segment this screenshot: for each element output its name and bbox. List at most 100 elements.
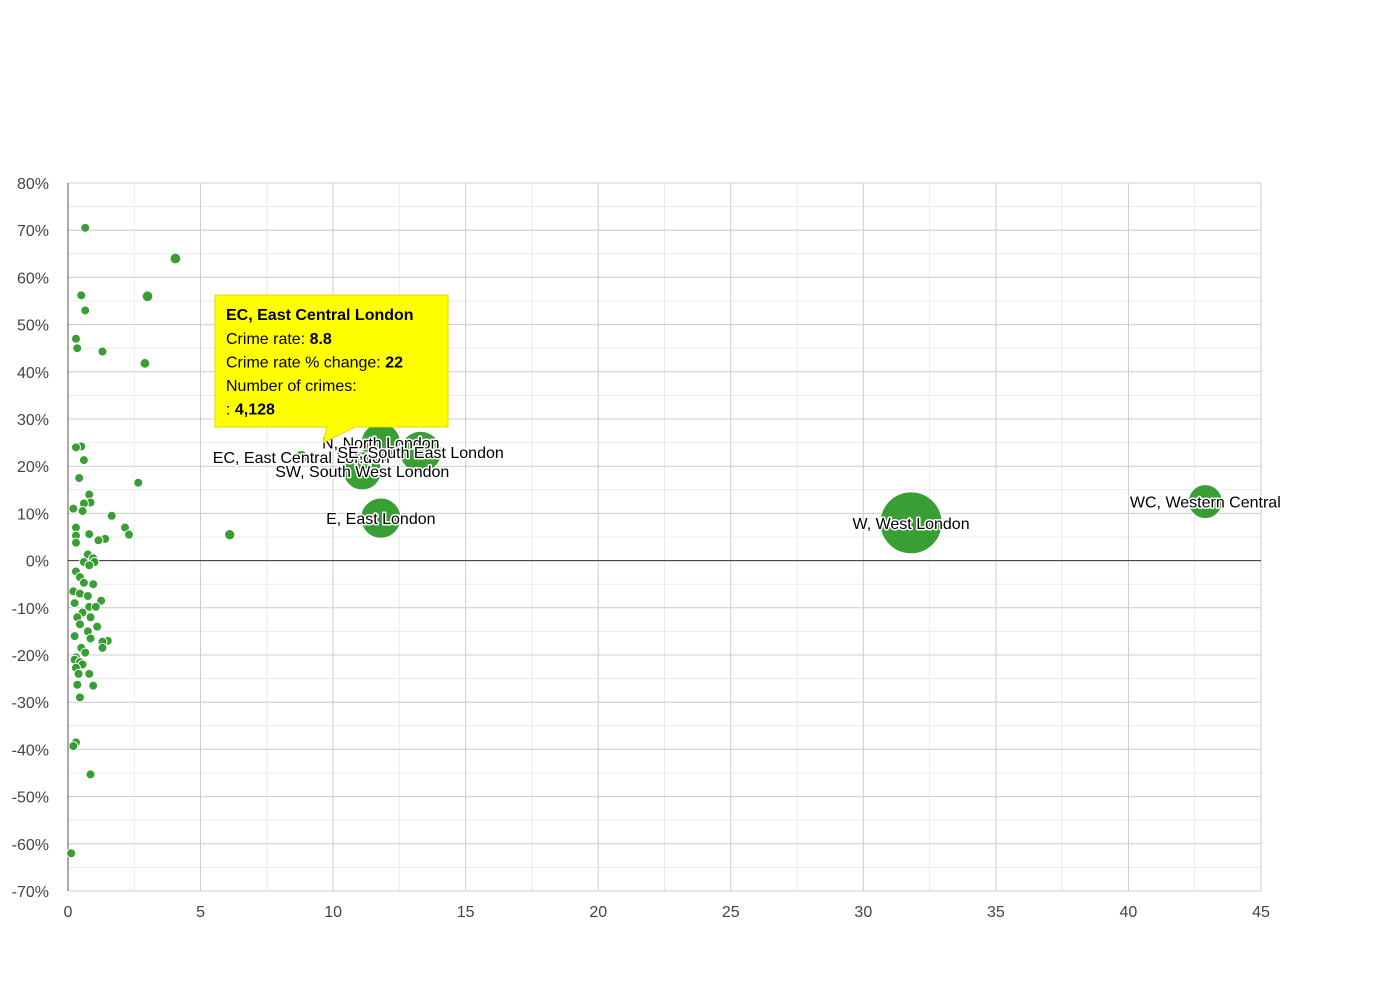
x-tick-label: 35 <box>987 904 1005 921</box>
tooltip-row-value: 4,128 <box>235 402 275 419</box>
bubble[interactable] <box>224 528 236 541</box>
bubble[interactable] <box>69 598 80 609</box>
tooltip-row: : 4,128 <box>226 402 275 419</box>
bubble[interactable] <box>84 668 95 679</box>
bubble[interactable] <box>66 848 77 859</box>
bubble-label: SW, South West London <box>275 464 449 481</box>
tooltip-row-value: 8.8 <box>310 331 332 348</box>
x-tick-label: 40 <box>1120 904 1138 921</box>
bubble[interactable] <box>80 222 91 233</box>
bubble[interactable] <box>169 252 182 265</box>
bubble[interactable] <box>80 647 91 658</box>
x-tick-label: 15 <box>457 904 475 921</box>
y-tick-label: -50% <box>12 790 49 807</box>
x-tick-label: 10 <box>324 904 342 921</box>
tooltip-row: Number of crimes: <box>226 378 357 395</box>
x-tick-label: 5 <box>196 904 205 921</box>
x-tick-label: 20 <box>589 904 607 921</box>
bubble[interactable] <box>85 633 96 644</box>
bubble-label: WC, Western Central <box>1130 495 1281 512</box>
bubble[interactable] <box>74 619 85 630</box>
tooltip-row-label: : <box>226 402 235 419</box>
bubble[interactable] <box>74 473 85 483</box>
bubble[interactable] <box>139 357 151 369</box>
bubble[interactable] <box>73 668 84 679</box>
bubble-label: N, North London <box>322 436 439 453</box>
tooltip-row: Crime rate: 8.8 <box>226 331 332 348</box>
bubble[interactable] <box>85 612 96 623</box>
labeled-bubbles <box>294 422 1223 555</box>
bubbles <box>66 222 236 859</box>
y-tick-label: -70% <box>12 884 49 901</box>
bubble[interactable] <box>74 692 85 703</box>
bubble[interactable] <box>92 621 103 632</box>
bubble[interactable] <box>70 537 81 548</box>
y-tick-label: 20% <box>17 459 49 476</box>
x-tick-label: 45 <box>1252 904 1270 921</box>
bubble[interactable] <box>76 290 87 301</box>
bubble-label: EC, East Central London <box>213 450 390 467</box>
x-tick-label: 30 <box>854 904 872 921</box>
bubble[interactable] <box>123 529 134 540</box>
labeled-bubble[interactable] <box>399 430 442 474</box>
x-tick-label: 0 <box>64 904 73 921</box>
bubble[interactable] <box>141 290 154 303</box>
bubble[interactable] <box>72 679 83 690</box>
bubble[interactable] <box>72 343 83 354</box>
y-tick-label: -60% <box>12 837 49 854</box>
bubble[interactable] <box>84 529 95 540</box>
bubble[interactable] <box>70 442 81 453</box>
y-tick-label: 80% <box>17 176 49 193</box>
bubble[interactable] <box>77 506 88 517</box>
bubble[interactable] <box>70 333 81 344</box>
bubble[interactable] <box>68 503 79 514</box>
y-tick-label: 60% <box>17 270 49 287</box>
tooltip-row: Crime rate % change: 22 <box>226 355 403 372</box>
bubble[interactable] <box>133 477 144 488</box>
bubble[interactable] <box>85 769 96 780</box>
bubble[interactable] <box>78 455 89 466</box>
bubble-label: W, West London <box>852 516 969 533</box>
labeled-bubble[interactable] <box>294 449 309 464</box>
labeled-bubble[interactable] <box>879 491 943 555</box>
bubble-label: E, East London <box>326 511 435 528</box>
tooltip-row-label: Crime rate: <box>226 331 310 348</box>
y-tick-label: 30% <box>17 412 49 429</box>
tooltip-row-value: 22 <box>385 355 403 372</box>
labeled-bubble[interactable] <box>360 497 402 539</box>
bubble[interactable] <box>80 305 91 316</box>
y-tick-labels: -70% -60% -50% -40% -30% -20% -10% 0% 10% 20% 30% 4… <box>12 176 49 901</box>
y-tick-label: -20% <box>12 648 49 665</box>
y-tick-label: -30% <box>12 695 49 712</box>
bubble[interactable] <box>97 346 108 357</box>
bubble[interactable] <box>88 680 99 691</box>
tooltip-box <box>214 294 449 444</box>
tooltip-title: EC, East Central London <box>226 307 414 324</box>
bubble[interactable] <box>84 489 95 500</box>
bubble[interactable] <box>84 560 95 571</box>
labeled-bubble[interactable] <box>342 451 382 491</box>
bubble[interactable] <box>90 601 101 612</box>
bubble[interactable] <box>68 741 79 752</box>
bubble[interactable] <box>97 642 108 653</box>
bubble[interactable] <box>69 631 80 642</box>
y-tick-label: 10% <box>17 506 49 523</box>
x-tick-labels: 0 5 10 15 20 25 30 35 40 45 <box>64 904 1270 921</box>
y-tick-label: 0% <box>26 554 49 571</box>
tooltip-row-label: Crime rate % change: <box>226 355 385 372</box>
bubble[interactable] <box>78 577 89 588</box>
labeled-bubble[interactable] <box>1187 484 1223 520</box>
bubble[interactable] <box>88 579 99 590</box>
y-tick-label: 50% <box>17 318 49 335</box>
tooltip-row-label: Number of crimes: <box>226 378 357 395</box>
y-tick-label: -10% <box>12 601 49 618</box>
x-tick-label: 25 <box>722 904 740 921</box>
bubble[interactable] <box>93 535 104 546</box>
y-tick-label: 40% <box>17 365 49 382</box>
bubble[interactable] <box>82 591 93 601</box>
bubble[interactable] <box>106 510 117 521</box>
